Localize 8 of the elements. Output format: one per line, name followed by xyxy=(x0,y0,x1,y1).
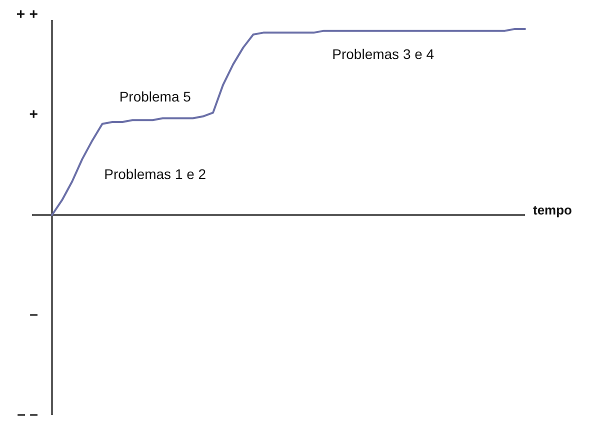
text: – – xyxy=(17,406,38,424)
annotation: Problemas 3 e 4 xyxy=(332,46,434,62)
text: – xyxy=(30,306,38,324)
x-axis-title: tempo xyxy=(533,202,572,218)
text: + + xyxy=(16,6,38,24)
annotation: + xyxy=(29,106,38,124)
annotation: Problemas 1 e 2 xyxy=(104,166,206,182)
annotation: Problema 5 xyxy=(119,88,192,105)
